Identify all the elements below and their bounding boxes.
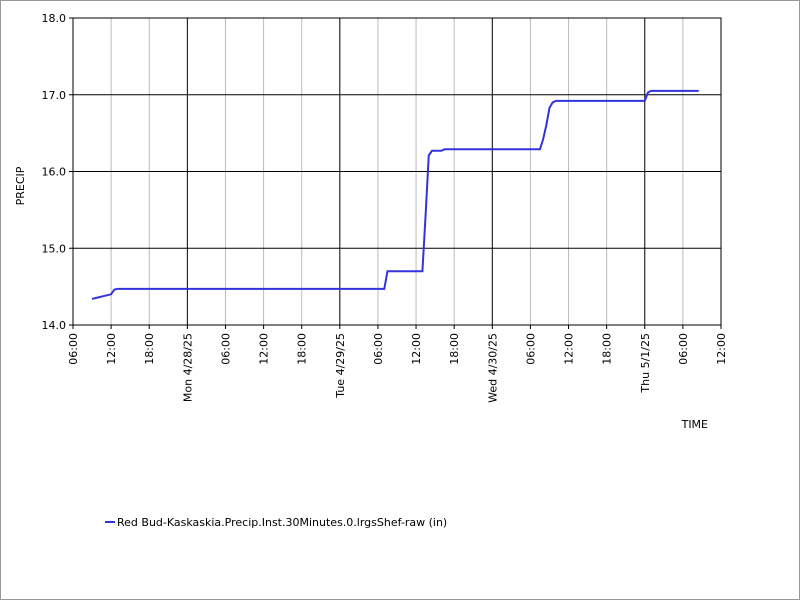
y-tick-label: 14.0 <box>42 319 67 332</box>
x-tick-label: 06:00 <box>67 333 80 365</box>
data-line <box>91 89 699 300</box>
x-tick-label: 06:00 <box>677 333 690 365</box>
x-tick-label: 12:00 <box>258 333 271 365</box>
x-tick-label: Wed 4/30/25 <box>486 333 499 403</box>
y-tick-label: 17.0 <box>42 89 67 102</box>
x-tick-label: 12:00 <box>105 333 118 365</box>
x-tick-label: 12:00 <box>410 333 423 365</box>
y-tick-label: 16.0 <box>42 166 67 179</box>
x-tick-label: Mon 4/28/25 <box>181 333 194 402</box>
y-tick-label: 15.0 <box>42 242 67 255</box>
x-tick-label: 18:00 <box>296 333 309 365</box>
x-tick-label: 06:00 <box>524 333 537 365</box>
legend-label: Red Bud-Kaskaskia.Precip.Inst.30Minutes.… <box>117 516 447 529</box>
x-tick-label: 18:00 <box>601 333 614 365</box>
x-axis-label: TIME <box>681 418 708 431</box>
x-tick-label: 12:00 <box>563 333 576 365</box>
y-axis-label: PRECIP <box>14 166 27 205</box>
x-tick-label: Thu 5/1/25 <box>639 333 652 394</box>
x-tick-label: 06:00 <box>372 333 385 365</box>
x-tick-label: 18:00 <box>143 333 156 365</box>
x-tick-label: 18:00 <box>448 333 461 365</box>
x-tick-label: Tue 4/29/25 <box>334 333 347 399</box>
plot-border <box>72 17 722 326</box>
y-tick-label: 18.0 <box>42 12 67 25</box>
x-tick-label: 06:00 <box>219 333 232 365</box>
x-tick-label: 12:00 <box>715 333 728 365</box>
